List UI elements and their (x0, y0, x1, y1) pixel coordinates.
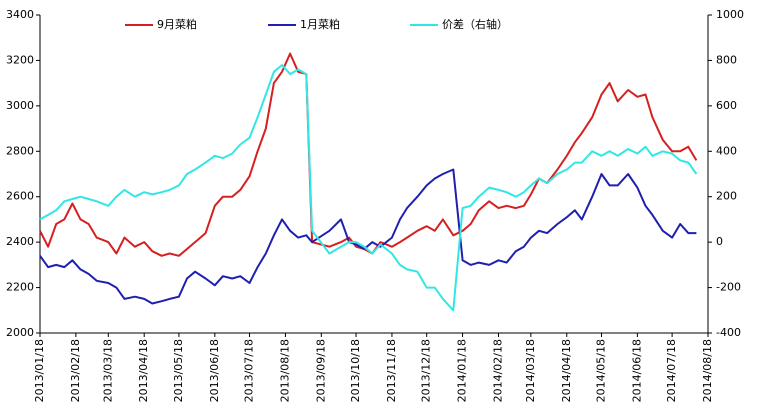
x-tick-label: 2013/12/18 (420, 339, 433, 402)
y-tick-label: 3200 (6, 53, 34, 66)
legend-label: 1月菜粕 (300, 17, 340, 31)
x-tick-label: 2014/08/18 (701, 339, 714, 402)
x-tick-label: 2013/01/18 (33, 339, 46, 402)
x-tick-label: 2014/05/18 (594, 339, 607, 402)
y-tick-label: 2000 (6, 326, 34, 339)
y-tick-label: 2200 (6, 281, 34, 294)
x-tick-label: 2014/07/18 (665, 339, 678, 402)
x-tick-label: 2013/09/18 (314, 339, 327, 402)
y2-tick-label: -200 (716, 281, 741, 294)
y-tick-label: 3400 (6, 8, 34, 21)
x-tick-label: 2013/03/18 (101, 339, 114, 402)
x-tick-label: 2013/07/18 (243, 339, 256, 402)
x-tick-label: 2013/11/18 (385, 339, 398, 402)
x-tick-label: 2013/04/18 (137, 339, 150, 402)
legend-label: 价差（右轴） (442, 17, 508, 31)
y2-tick-label: 200 (716, 190, 737, 203)
y-tick-label: 2400 (6, 235, 34, 248)
x-tick-label: 2013/02/18 (69, 339, 82, 402)
x-tick-label: 2014/01/18 (456, 339, 469, 402)
y-tick-label: 2800 (6, 144, 34, 157)
series-line (39, 64, 698, 312)
y-tick-label: 2600 (6, 190, 34, 203)
x-tick-label: 2013/05/18 (172, 339, 185, 402)
x-tick-label: 2014/04/18 (560, 339, 573, 402)
x-tick-label: 2014/06/18 (630, 339, 643, 402)
x-tick-label: 2013/06/18 (208, 339, 221, 402)
x-tick-label: 2014/02/18 (491, 339, 504, 402)
y2-tick-label: 0 (716, 235, 723, 248)
y2-tick-label: 800 (716, 53, 737, 66)
x-tick-label: 2013/08/18 (278, 339, 291, 402)
y2-tick-label: 600 (716, 99, 737, 112)
y2-tick-label: 1000 (716, 8, 744, 21)
y2-tick-label: -400 (716, 326, 741, 339)
x-tick-label: 2013/10/18 (349, 339, 362, 402)
legend-label: 9月菜粕 (157, 17, 197, 31)
y2-tick-label: 400 (716, 144, 737, 157)
y-tick-label: 3000 (6, 99, 34, 112)
x-tick-label: 2014/03/18 (524, 339, 537, 402)
series-line (39, 168, 697, 305)
